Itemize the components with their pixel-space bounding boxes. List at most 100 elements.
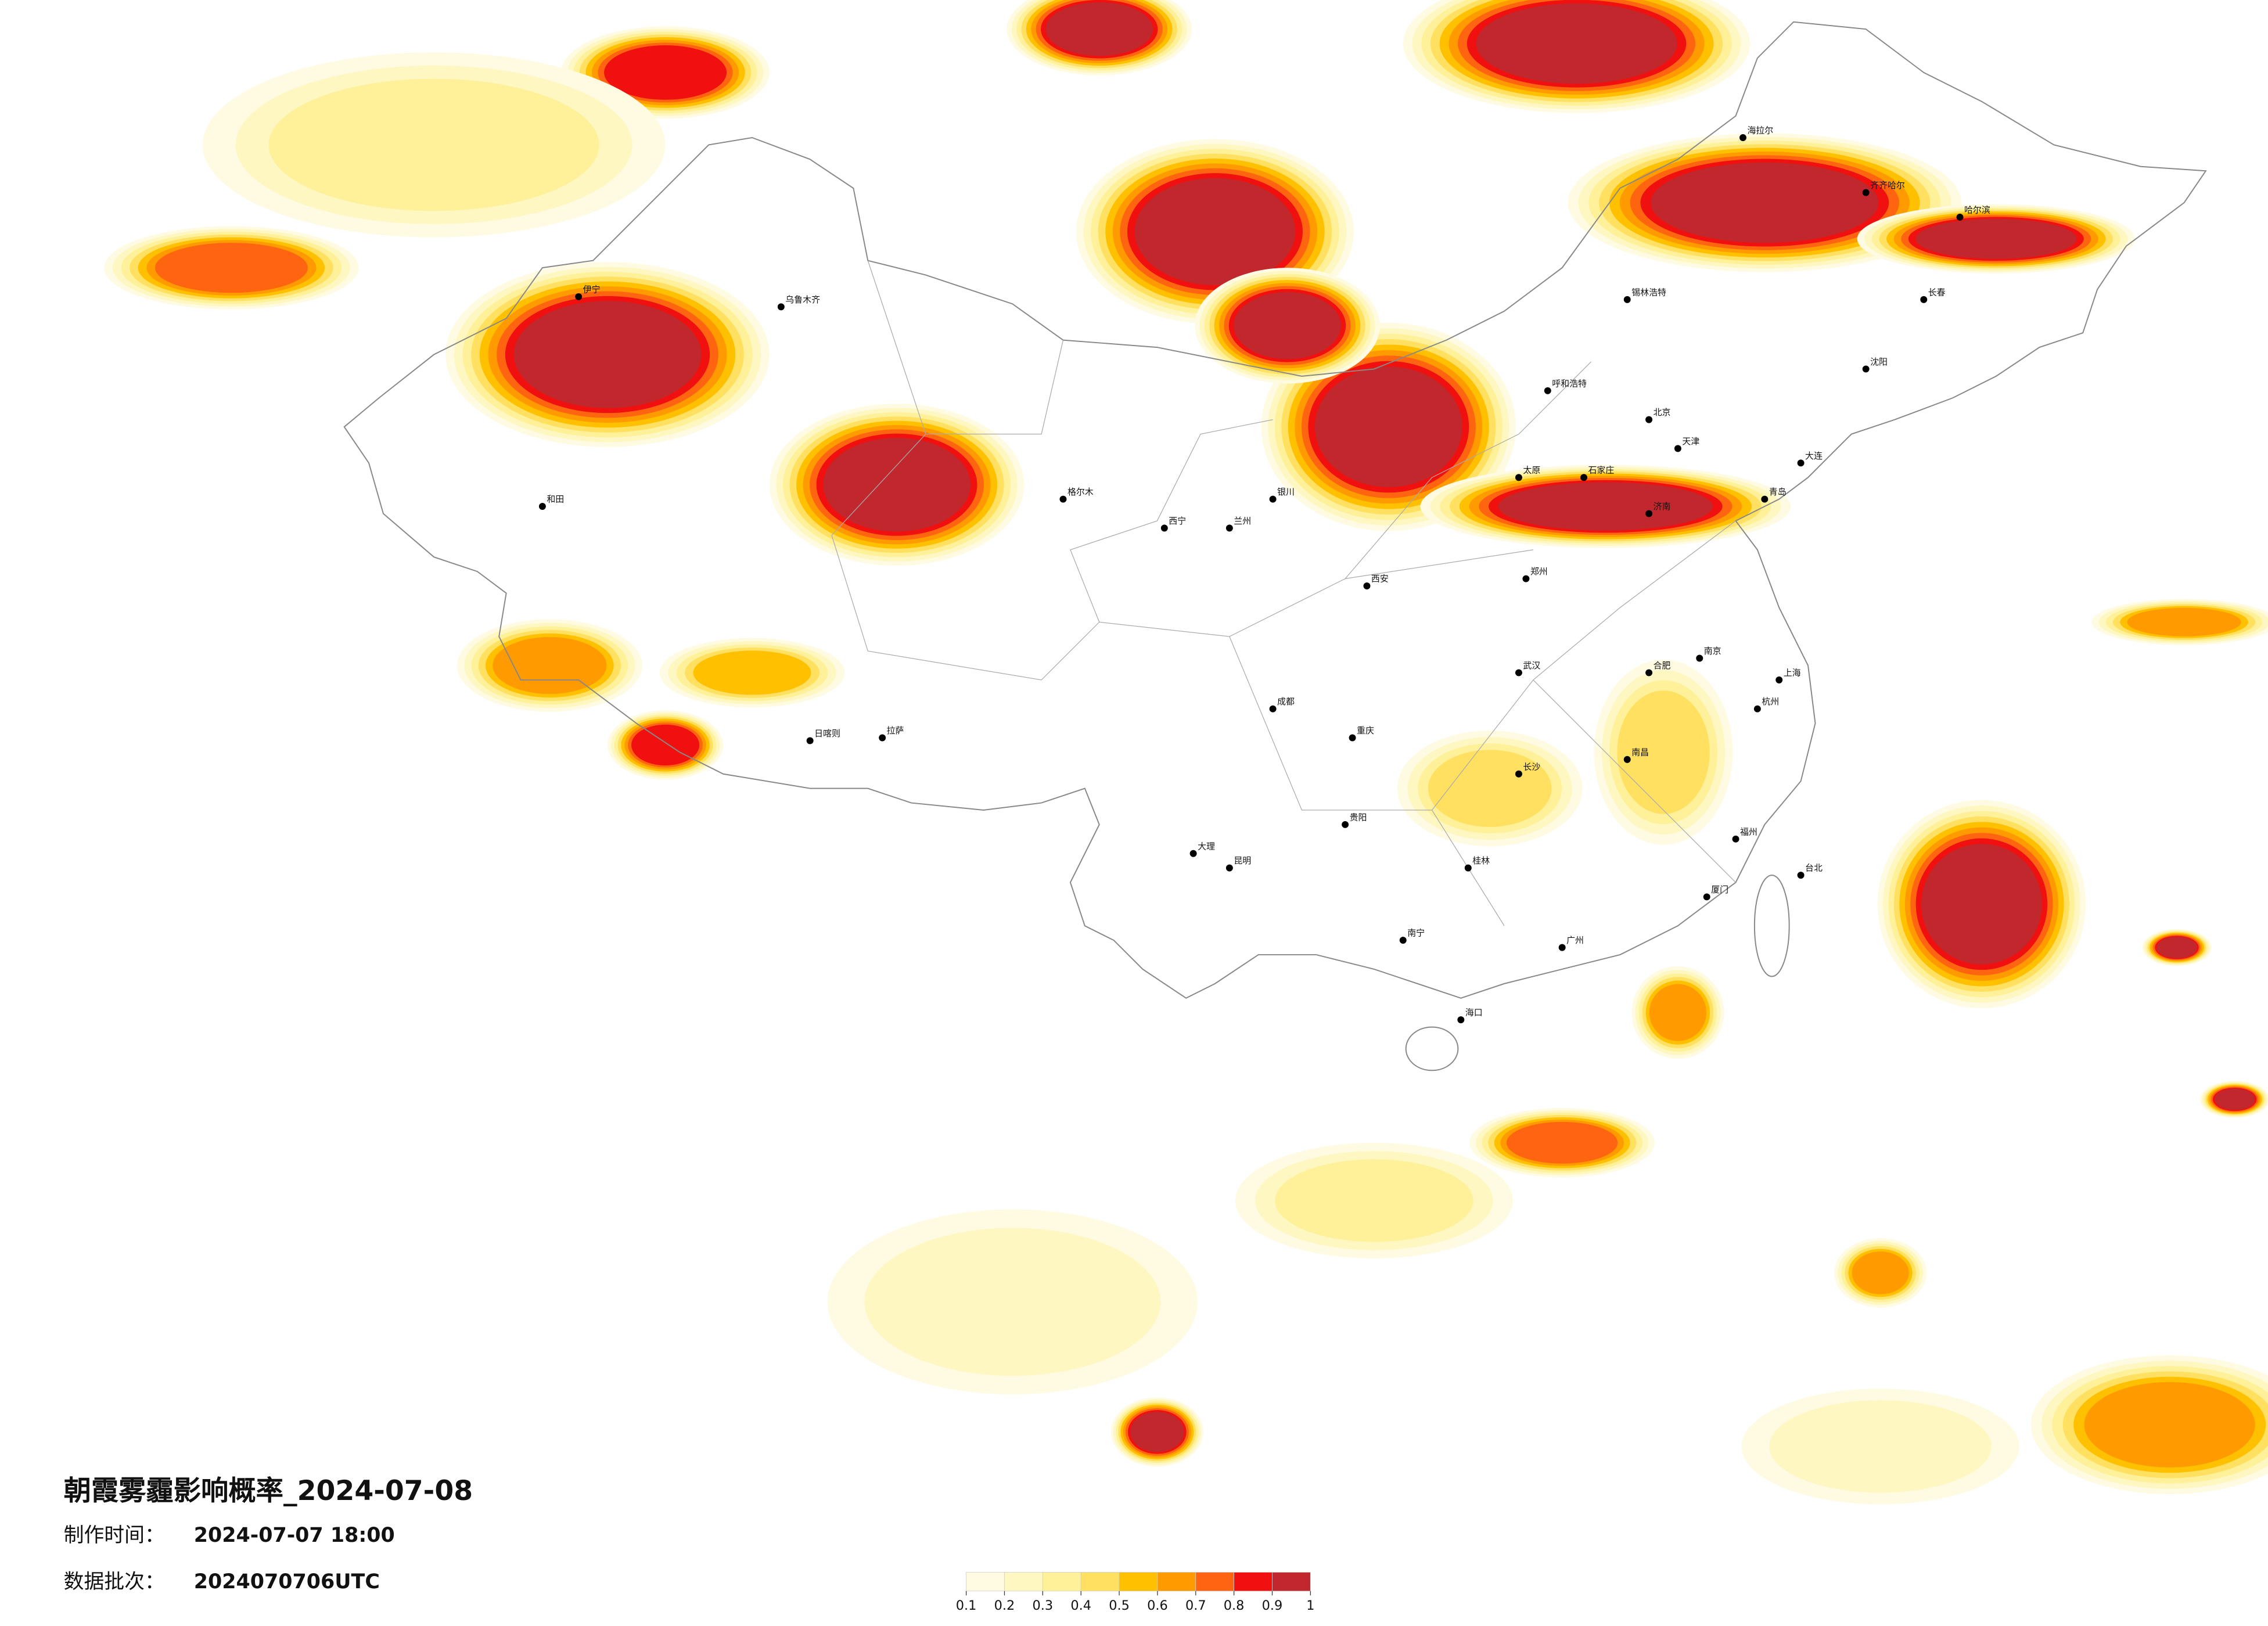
city-label: 重庆 [1357, 725, 1374, 736]
city-label: 台北 [1805, 863, 1823, 873]
city-dot [575, 293, 583, 300]
city-label: 锡林浩特 [1631, 287, 1666, 297]
city-dot [1269, 495, 1277, 503]
city-label: 天津 [1682, 436, 1699, 447]
city-dot [1363, 582, 1371, 589]
city-label: 杭州 [1762, 696, 1779, 707]
city-label: 日喀则 [814, 728, 840, 739]
haze-patch [1915, 218, 2077, 259]
haze-patch [513, 301, 702, 408]
map-title: 朝霞雾霾影响概率_2024-07-08 [64, 1475, 473, 1507]
city-dot [1160, 524, 1168, 532]
city-dot [879, 734, 886, 742]
city-dot [1399, 937, 1407, 944]
city-label: 格尔木 [1067, 487, 1094, 497]
colorbar-swatch [1157, 1572, 1196, 1592]
haze-patch [1234, 292, 1341, 359]
colorbar-swatch [1195, 1572, 1234, 1592]
city-dot [1732, 835, 1739, 843]
colorbar-tick-label: 0.6 [1147, 1598, 1168, 1613]
city-label: 银川 [1277, 487, 1295, 497]
city-dot [1696, 654, 1703, 662]
city-label: 海口 [1465, 1008, 1483, 1018]
city-label: 乌鲁木齐 [785, 294, 820, 305]
city-label: 上海 [1784, 667, 1801, 678]
haze-patch [1428, 750, 1552, 828]
haze-patch [1921, 844, 2042, 965]
city-dot [777, 303, 785, 311]
haze-patch [823, 437, 971, 532]
city-dot [1269, 705, 1277, 713]
city-dot [1342, 821, 1349, 828]
haze-patch [1769, 1400, 1992, 1493]
haze-patch [604, 45, 727, 100]
colorbar-swatch [1234, 1572, 1273, 1592]
colorbar-swatch [1119, 1572, 1158, 1592]
city-label: 拉萨 [887, 725, 904, 736]
colorbar-tick-label: 0.8 [1224, 1598, 1245, 1613]
city-dot [1739, 134, 1746, 141]
city-label: 哈尔滨 [1964, 204, 1990, 215]
city-label: 大连 [1805, 451, 1823, 461]
city-label: 南宁 [1407, 928, 1425, 938]
city-dot [1515, 669, 1522, 677]
haze-patch [1275, 1159, 1473, 1242]
city-dot [1862, 365, 1870, 373]
colorbar-swatch [1080, 1572, 1120, 1592]
colorbar-tick-label: 0.5 [1109, 1598, 1130, 1613]
city-label: 太原 [1523, 465, 1540, 476]
city-dot [1515, 770, 1522, 778]
city-label: 长沙 [1523, 761, 1540, 772]
city-label: 海拉尔 [1747, 125, 1773, 135]
city-label: 郑州 [1530, 566, 1548, 577]
city-label: 成都 [1277, 696, 1295, 707]
haze-patch [2215, 1088, 2255, 1110]
haze-patch [1045, 2, 1153, 56]
city-dot [1059, 495, 1067, 503]
haze-patch [1134, 178, 1296, 286]
production-value: 2024-07-07 18:00 [194, 1524, 395, 1547]
haze-patch [268, 78, 599, 211]
city-label: 昆明 [1234, 855, 1251, 866]
country-outline [343, 21, 2207, 1071]
city-label: 武汉 [1523, 660, 1540, 671]
city-label: 伊宁 [583, 284, 601, 294]
city-dot [1703, 893, 1710, 901]
city-label: 西宁 [1169, 516, 1186, 526]
city-dot [1225, 524, 1233, 532]
haze-patch [693, 650, 811, 695]
city-dot [1674, 445, 1681, 452]
colorbar-tick-label: 0.2 [994, 1598, 1015, 1613]
haze-patch [1617, 690, 1710, 814]
city-dot [1623, 756, 1631, 763]
city-dot [1558, 944, 1566, 951]
city-label: 桂林 [1472, 855, 1490, 866]
city-label: 福州 [1740, 826, 1757, 837]
city-label: 济南 [1654, 501, 1671, 512]
city-dot [1797, 459, 1805, 467]
city-dot [1515, 474, 1522, 481]
colorbar-swatch [1004, 1572, 1043, 1592]
city-label: 青岛 [1769, 487, 1787, 497]
haze-patch [1507, 1121, 1618, 1164]
city-dot [1920, 296, 1928, 303]
colorbar-swatch [966, 1572, 1005, 1592]
haze-patch [2127, 607, 2241, 636]
city-dot [1457, 1016, 1465, 1024]
city-label: 北京 [1654, 407, 1671, 418]
haze-patch [493, 636, 607, 695]
colorbar: 0.1 0.2 0.3 0.4 0.5 0.6 0.7 0.8 0.9 1 [956, 1572, 1314, 1613]
city-label: 沈阳 [1870, 357, 1888, 367]
city-dot [1797, 872, 1805, 879]
colorbar-tick-label: 0.3 [1033, 1598, 1054, 1613]
city-dot [1580, 474, 1588, 481]
city-label: 广州 [1566, 935, 1584, 945]
mainland-border [343, 21, 2207, 999]
haze-patch [1651, 162, 1879, 243]
city-label: 兰州 [1234, 516, 1251, 526]
city-dot [1189, 850, 1197, 857]
colorbar-tick-label: 0.1 [956, 1598, 977, 1613]
city-label: 厦门 [1711, 884, 1728, 895]
